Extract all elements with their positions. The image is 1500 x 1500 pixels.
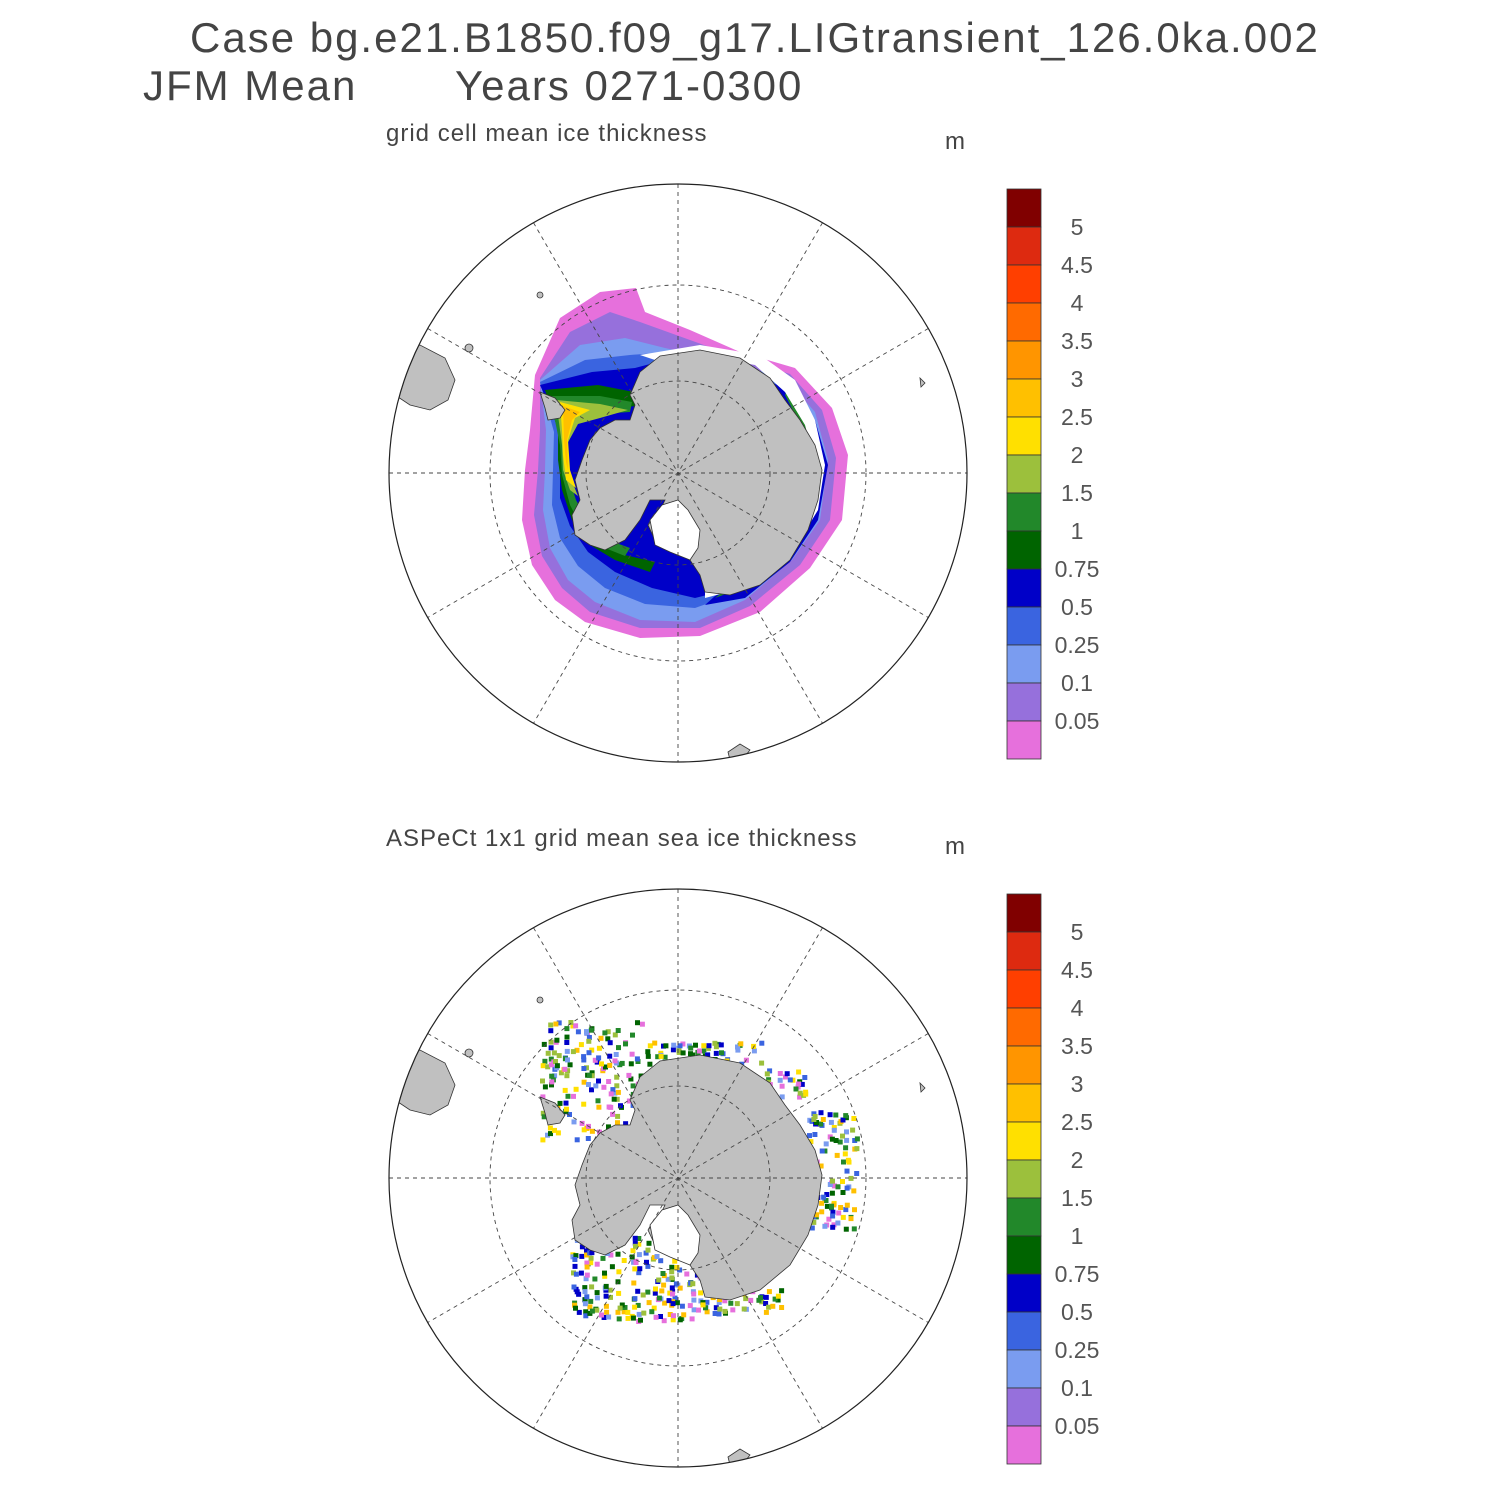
season-label: JFM Mean bbox=[143, 62, 358, 109]
colorbar-swatch bbox=[1006, 416, 1042, 456]
colorbar-swatch bbox=[1006, 720, 1042, 760]
colorbar-swatch bbox=[1006, 378, 1042, 418]
colorbar-swatch bbox=[1006, 302, 1042, 342]
colorbar-label: 2 bbox=[1071, 1147, 1084, 1173]
graticule-1 bbox=[389, 184, 967, 762]
colorbar-swatch bbox=[1006, 1425, 1042, 1465]
colorbar-2: 5 4.5 4 3.5 3 2.5 2 1.5 1 0.75 0.5 0.25 0.1 0.05 bbox=[1006, 893, 1100, 1465]
colorbar-swatch bbox=[1006, 454, 1042, 494]
colorbar-swatch bbox=[1006, 969, 1042, 1009]
colorbar-swatch bbox=[1006, 931, 1042, 971]
panel1-unit: m bbox=[945, 128, 965, 155]
colorbar-swatch bbox=[1006, 644, 1042, 684]
colorbar-label: 2 bbox=[1071, 442, 1084, 468]
years-label: Years 0271-0300 bbox=[455, 62, 804, 109]
colorbar-swatch bbox=[1006, 1387, 1042, 1427]
colorbar-label: 0.75 bbox=[1055, 1261, 1100, 1287]
colorbar-swatch bbox=[1006, 492, 1042, 532]
colorbar-label: 0.75 bbox=[1055, 556, 1100, 582]
colorbar-swatch bbox=[1006, 568, 1042, 608]
colorbar-label: 5 bbox=[1071, 214, 1084, 240]
map-boundary-1 bbox=[388, 183, 968, 763]
colorbar-label: 1 bbox=[1071, 518, 1084, 544]
colorbar-swatch bbox=[1006, 1083, 1042, 1123]
panel1-title: grid cell mean ice thickness bbox=[386, 120, 708, 147]
colorbar-swatch bbox=[1006, 1349, 1042, 1389]
colorbar-swatch bbox=[1006, 1197, 1042, 1237]
map-panel-1 bbox=[388, 183, 968, 763]
map-panel-2 bbox=[388, 888, 968, 1468]
colorbar-swatch bbox=[1006, 606, 1042, 646]
colorbar-label: 4.5 bbox=[1061, 957, 1093, 983]
colorbar-1: 5 4.5 4 3.5 3 2.5 2 1.5 1 0.75 0.5 0.25 0.1 0.05 bbox=[1006, 188, 1100, 760]
case-title: Case bg.e21.B1850.f09_g17.LIGtransient_1… bbox=[190, 14, 1320, 61]
colorbar-swatch bbox=[1006, 264, 1042, 304]
colorbar-label: 1.5 bbox=[1061, 480, 1093, 506]
colorbar-label: 3.5 bbox=[1061, 1033, 1093, 1059]
south-america-land-1 bbox=[389, 344, 456, 411]
colorbar-label: 0.05 bbox=[1055, 708, 1100, 734]
panel2-unit: m bbox=[945, 833, 965, 860]
colorbar-label: 3.5 bbox=[1061, 328, 1093, 354]
colorbar-label: 1 bbox=[1071, 1223, 1084, 1249]
colorbar-swatch bbox=[1006, 1273, 1042, 1313]
panel2-title: ASPeCt 1x1 grid mean sea ice thickness bbox=[386, 825, 858, 852]
colorbar-label: 4 bbox=[1071, 995, 1084, 1021]
colorbar-swatch bbox=[1006, 1007, 1042, 1047]
colorbar-label: 4.5 bbox=[1061, 252, 1093, 278]
colorbar-label: 5 bbox=[1071, 919, 1084, 945]
colorbar-swatch bbox=[1006, 530, 1042, 570]
colorbar-swatch bbox=[1006, 682, 1042, 722]
colorbar-label: 0.1 bbox=[1061, 670, 1093, 696]
colorbar-swatch bbox=[1006, 226, 1042, 266]
graticule-2 bbox=[389, 889, 967, 1467]
colorbar-label: 3 bbox=[1071, 1071, 1084, 1097]
colorbar-swatch bbox=[1006, 1311, 1042, 1351]
colorbar-swatch bbox=[1006, 893, 1042, 933]
colorbar-swatch bbox=[1006, 1045, 1042, 1085]
colorbar-swatch bbox=[1006, 340, 1042, 380]
colorbar-swatch bbox=[1006, 1159, 1042, 1199]
antarctica-land-2 bbox=[571, 1054, 823, 1301]
colorbar-label: 1.5 bbox=[1061, 1185, 1093, 1211]
colorbar-swatch bbox=[1006, 188, 1042, 228]
colorbar-label: 2.5 bbox=[1061, 1109, 1093, 1135]
colorbar-swatch bbox=[1006, 1121, 1042, 1161]
map-boundary-2 bbox=[388, 888, 968, 1468]
colorbar-label: 0.5 bbox=[1061, 1299, 1093, 1325]
colorbar-label: 0.25 bbox=[1055, 1337, 1100, 1363]
colorbar-label: 4 bbox=[1071, 290, 1084, 316]
colorbar-swatch bbox=[1006, 1235, 1042, 1275]
colorbar-label: 0.05 bbox=[1055, 1413, 1100, 1439]
south-america-land-2 bbox=[389, 1049, 456, 1116]
colorbar-label: 0.5 bbox=[1061, 594, 1093, 620]
antarctica-land-1 bbox=[571, 349, 823, 596]
colorbar-label: 0.25 bbox=[1055, 632, 1100, 658]
colorbar-label: 2.5 bbox=[1061, 404, 1093, 430]
colorbar-label: 0.1 bbox=[1061, 1375, 1093, 1401]
colorbar-label: 3 bbox=[1071, 366, 1084, 392]
